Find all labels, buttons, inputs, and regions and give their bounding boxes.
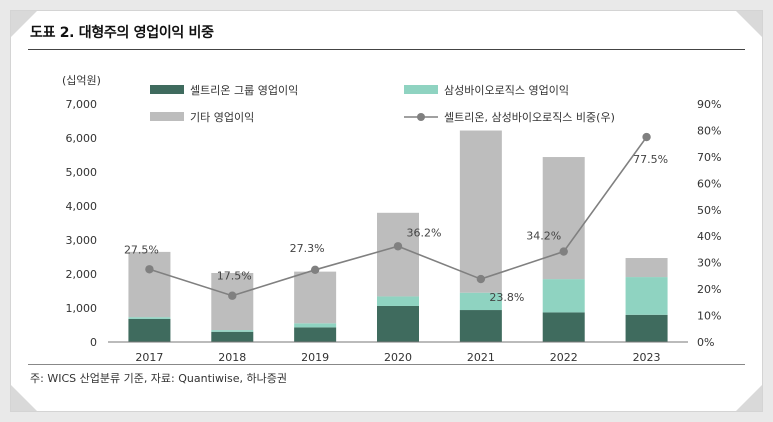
- legend-samsung-biologics-label: 삼성바이오로직스 영업이익: [444, 84, 569, 97]
- left-axis-tick-label: 1,000: [66, 302, 98, 315]
- legend-other-swatch: [150, 112, 184, 121]
- ratio-point: [310, 265, 320, 275]
- x-axis-tick-label: 2017: [135, 351, 163, 364]
- bar-samsung-biologics: [459, 292, 502, 311]
- left-axis-unit-label: (십억원): [62, 74, 101, 87]
- legend-samsung-biologics-swatch: [404, 85, 438, 94]
- bar-samsung-biologics: [542, 279, 585, 313]
- right-axis-tick-label: 40%: [697, 230, 721, 243]
- figure-frame: [10, 10, 763, 412]
- left-axis-tick-label: 3,000: [66, 234, 98, 247]
- x-axis-tick-label: 2023: [633, 351, 661, 364]
- right-axis-tick-label: 60%: [697, 177, 721, 190]
- left-axis-tick-label: 0: [90, 336, 97, 349]
- left-axis-tick-label: 6,000: [66, 132, 98, 145]
- left-axis-tick-label: 7,000: [66, 98, 98, 111]
- left-axis-tick-label: 2,000: [66, 268, 98, 281]
- left-axis-tick-label: 5,000: [66, 166, 98, 179]
- bar-celltrion: [542, 312, 585, 342]
- right-axis-tick-label: 80%: [697, 124, 721, 137]
- bar-other: [625, 258, 668, 278]
- x-axis-tick-label: 2019: [301, 351, 329, 364]
- bar-other: [211, 272, 254, 331]
- legend-celltrion-swatch: [150, 85, 184, 94]
- bar-other: [128, 251, 171, 318]
- bar-samsung-biologics: [211, 330, 254, 332]
- corner-fold-top-right: [736, 11, 762, 37]
- corner-fold-top-left: [11, 11, 37, 37]
- bar-celltrion: [128, 318, 171, 342]
- bar-celltrion: [459, 310, 502, 342]
- ratio-data-label: 77.5%: [633, 153, 668, 166]
- legend-celltrion-label: 셀트리온 그룹 영업이익: [190, 84, 298, 97]
- right-axis-tick-label: 0%: [697, 336, 714, 349]
- bar-samsung-biologics: [128, 317, 171, 319]
- bar-samsung-biologics: [294, 323, 337, 328]
- right-axis-tick-label: 70%: [697, 151, 721, 164]
- corner-fold-bottom-left: [11, 385, 37, 411]
- ratio-data-label: 27.5%: [124, 243, 159, 256]
- left-axis-tick-label: 4,000: [66, 200, 98, 213]
- footer-divider: [28, 364, 745, 365]
- ratio-point: [559, 247, 568, 256]
- right-axis-tick-label: 50%: [697, 204, 721, 217]
- bar-celltrion: [211, 331, 254, 342]
- bar-other: [294, 271, 337, 324]
- ratio-data-label: 27.3%: [290, 242, 325, 255]
- ratio-data-label: 17.5%: [217, 270, 252, 283]
- legend-ratio-label: 셀트리온, 삼성바이오로직스 비중(우): [444, 111, 615, 124]
- corner-fold-bottom-right: [736, 385, 762, 411]
- right-axis-tick-label: 20%: [697, 283, 721, 296]
- bar-celltrion: [625, 314, 668, 342]
- x-axis-tick-label: 2021: [467, 351, 495, 364]
- source-note: 주: WICS 산업분류 기준, 자료: Quantiwise, 하나증권: [30, 372, 287, 385]
- ratio-data-label: 36.2%: [407, 226, 442, 239]
- bar-other: [542, 157, 585, 280]
- legend-ratio-swatch-marker: [417, 113, 425, 121]
- right-axis-tick-label: 30%: [697, 257, 721, 270]
- ratio-point: [228, 291, 237, 300]
- x-axis-tick-label: 2018: [218, 351, 246, 364]
- right-axis-tick-label: 10%: [697, 310, 721, 323]
- ratio-point: [393, 242, 403, 251]
- right-axis-tick-label: 90%: [697, 98, 721, 111]
- ratio-data-label: 23.8%: [489, 291, 524, 304]
- x-axis-tick-label: 2020: [384, 351, 412, 364]
- legend-other-label: 기타 영업이익: [190, 111, 254, 124]
- bar-other: [377, 212, 419, 297]
- ratio-point: [476, 274, 486, 284]
- ratio-point: [145, 265, 154, 274]
- bar-samsung-biologics: [377, 296, 419, 306]
- bar-other: [459, 130, 502, 293]
- ratio-point: [642, 132, 651, 142]
- bar-celltrion: [294, 327, 337, 342]
- title-divider: [28, 49, 745, 50]
- figure-title: 도표 2. 대형주의 영업이익 비중: [30, 25, 214, 41]
- x-axis-tick-label: 2022: [550, 351, 578, 364]
- bar-celltrion: [377, 305, 419, 342]
- ratio-data-label: 34.2%: [526, 230, 561, 243]
- bar-samsung-biologics: [625, 277, 668, 315]
